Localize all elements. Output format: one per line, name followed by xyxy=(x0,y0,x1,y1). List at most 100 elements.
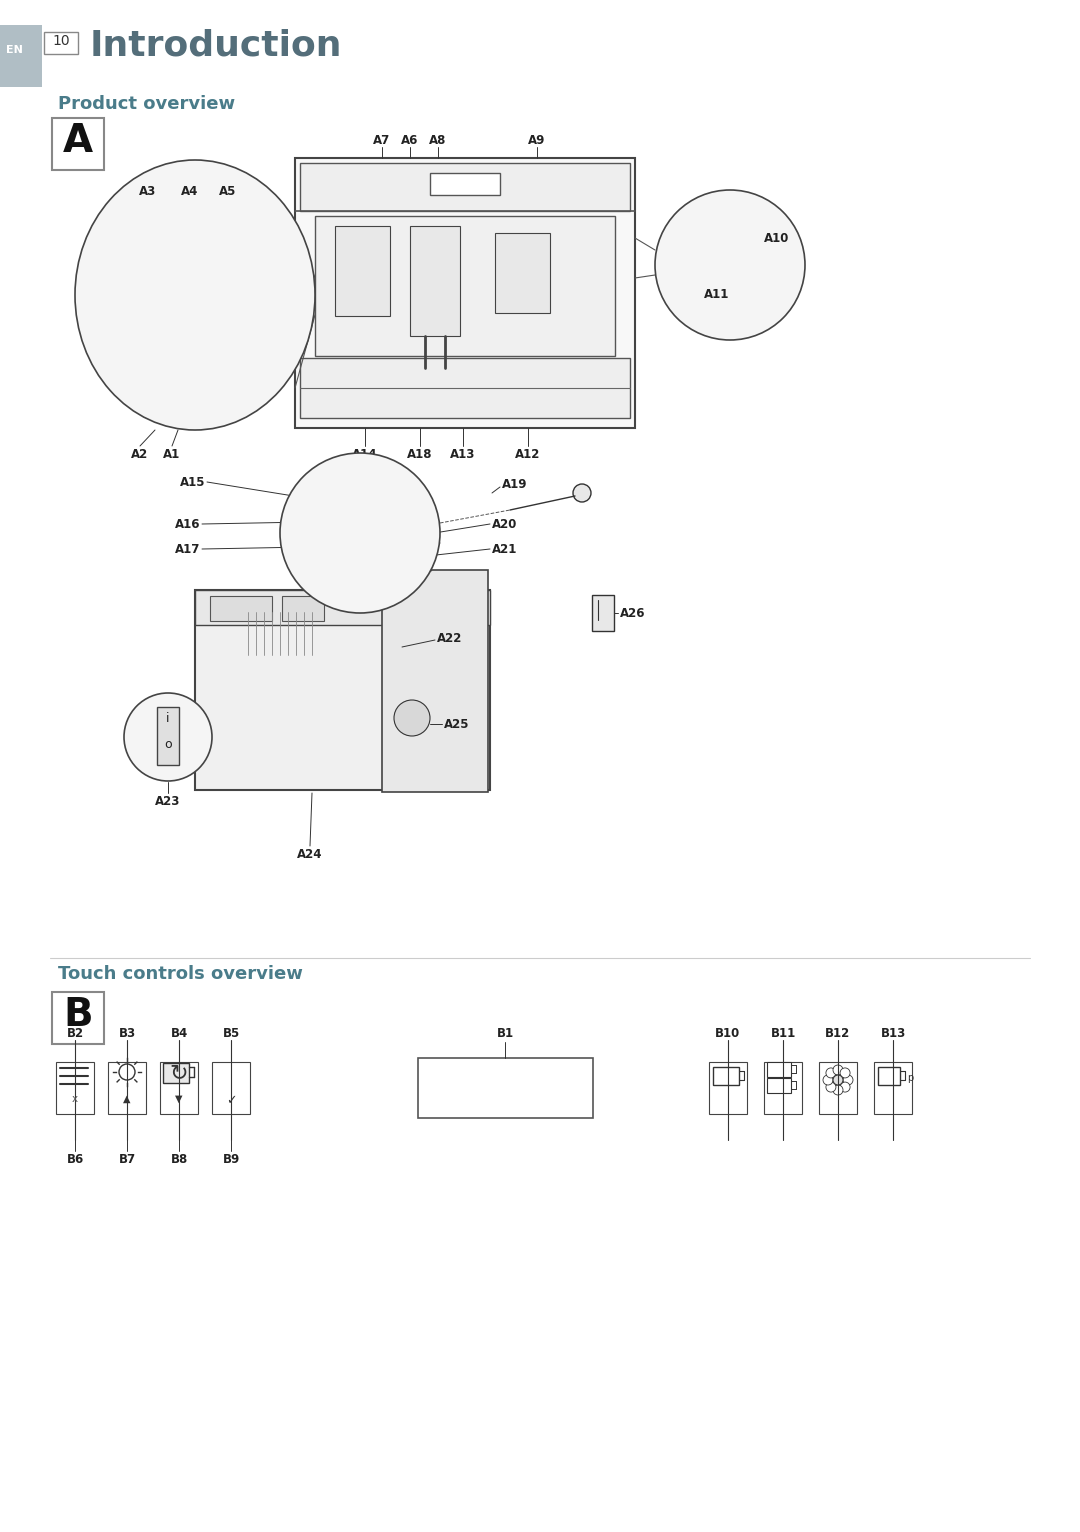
Text: B8: B8 xyxy=(171,1154,188,1166)
Text: A3: A3 xyxy=(139,185,157,198)
Circle shape xyxy=(179,336,185,342)
Text: B13: B13 xyxy=(880,1026,906,1040)
Circle shape xyxy=(165,336,171,342)
Circle shape xyxy=(573,484,591,502)
Bar xyxy=(767,1079,791,1092)
Text: A4: A4 xyxy=(181,185,199,198)
Bar xyxy=(295,158,635,427)
Circle shape xyxy=(833,1075,843,1085)
Text: B5: B5 xyxy=(222,1026,240,1040)
Text: B2: B2 xyxy=(67,1026,83,1040)
Circle shape xyxy=(151,322,157,328)
Bar xyxy=(44,32,78,54)
Text: B11: B11 xyxy=(770,1026,796,1040)
Circle shape xyxy=(151,336,157,342)
Circle shape xyxy=(654,190,805,340)
Circle shape xyxy=(179,322,185,328)
Text: x: x xyxy=(72,1094,78,1105)
Text: Introduction: Introduction xyxy=(90,28,342,61)
Text: A19: A19 xyxy=(502,478,527,490)
Bar xyxy=(495,233,550,313)
Text: A25: A25 xyxy=(444,717,470,731)
Text: Touch controls overview: Touch controls overview xyxy=(58,965,302,984)
Circle shape xyxy=(137,349,143,355)
Text: B10: B10 xyxy=(715,1026,741,1040)
Text: A7: A7 xyxy=(374,133,391,147)
Bar xyxy=(410,227,460,336)
Text: A26: A26 xyxy=(620,607,646,619)
Circle shape xyxy=(163,276,187,300)
Text: ✓: ✓ xyxy=(226,1094,237,1108)
Bar xyxy=(52,993,104,1043)
Bar xyxy=(52,118,104,170)
Text: o: o xyxy=(164,737,172,751)
Text: B1: B1 xyxy=(497,1026,514,1040)
Circle shape xyxy=(840,1068,850,1079)
Bar xyxy=(713,1066,739,1085)
Circle shape xyxy=(833,1085,843,1095)
Bar xyxy=(355,489,383,548)
Bar xyxy=(430,173,500,195)
Bar xyxy=(767,1062,791,1077)
Text: A12: A12 xyxy=(515,447,541,461)
Text: Product overview: Product overview xyxy=(58,95,235,113)
Circle shape xyxy=(179,349,185,355)
Bar xyxy=(130,316,220,371)
Bar xyxy=(195,590,490,791)
Text: A2: A2 xyxy=(132,447,149,461)
Text: A24: A24 xyxy=(297,849,323,861)
Ellipse shape xyxy=(75,159,315,430)
Text: A: A xyxy=(63,123,93,159)
Bar xyxy=(282,596,324,620)
Circle shape xyxy=(833,1065,843,1075)
Bar xyxy=(195,590,490,625)
Text: A22: A22 xyxy=(437,631,462,645)
Bar xyxy=(706,222,729,234)
Circle shape xyxy=(193,349,199,355)
Bar xyxy=(56,1062,94,1114)
Bar xyxy=(108,1062,146,1114)
Circle shape xyxy=(843,1075,853,1085)
Bar xyxy=(312,492,336,512)
Text: EN: EN xyxy=(6,44,23,55)
Bar xyxy=(418,1059,593,1118)
Circle shape xyxy=(823,1075,833,1085)
Text: ▼: ▼ xyxy=(175,1094,183,1105)
Text: A10: A10 xyxy=(764,231,789,245)
Text: 10: 10 xyxy=(52,34,70,47)
Bar xyxy=(163,1063,189,1083)
Bar xyxy=(210,596,272,620)
Text: A15: A15 xyxy=(179,475,205,489)
Circle shape xyxy=(840,1082,850,1092)
Bar xyxy=(212,1062,249,1114)
Text: A18: A18 xyxy=(407,447,433,461)
Text: B9: B9 xyxy=(222,1154,240,1166)
Text: A1: A1 xyxy=(163,447,180,461)
Text: A17: A17 xyxy=(175,542,200,556)
Circle shape xyxy=(124,692,212,781)
Circle shape xyxy=(193,322,199,328)
Text: A11: A11 xyxy=(704,288,730,300)
Text: B6: B6 xyxy=(66,1154,83,1166)
Bar xyxy=(335,227,390,316)
Text: B12: B12 xyxy=(825,1026,851,1040)
Bar xyxy=(160,1062,198,1114)
Text: A23: A23 xyxy=(156,795,180,807)
Text: A9: A9 xyxy=(528,133,545,147)
Text: A14: A14 xyxy=(352,447,378,461)
Circle shape xyxy=(193,336,199,342)
Bar xyxy=(708,1062,747,1114)
Bar xyxy=(819,1062,858,1114)
Bar xyxy=(0,25,42,87)
Bar xyxy=(300,358,630,418)
Bar xyxy=(108,234,136,329)
Bar xyxy=(157,706,179,764)
Bar xyxy=(315,216,615,355)
Bar xyxy=(700,214,735,290)
Bar xyxy=(145,245,185,300)
Bar xyxy=(300,162,630,211)
Circle shape xyxy=(119,1065,135,1080)
Circle shape xyxy=(394,700,430,735)
Circle shape xyxy=(137,322,143,328)
Text: A13: A13 xyxy=(450,447,475,461)
